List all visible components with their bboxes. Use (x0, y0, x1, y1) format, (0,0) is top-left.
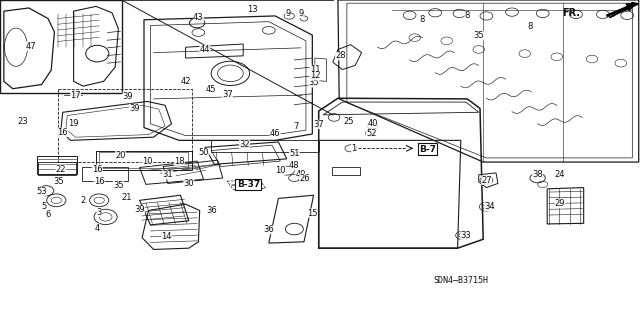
Text: 23: 23 (18, 117, 28, 126)
Text: 17: 17 (70, 91, 81, 100)
Text: 35: 35 (474, 31, 484, 40)
Text: 16: 16 (94, 177, 104, 186)
Text: 3: 3 (97, 208, 102, 217)
Text: 42: 42 (180, 77, 191, 86)
Text: 40: 40 (367, 119, 378, 128)
Text: 35: 35 (308, 78, 319, 87)
Bar (58, 89, 192, 162)
Bar (37, 156, 77, 174)
Text: B-37: B-37 (237, 180, 260, 189)
Text: 10: 10 (275, 166, 285, 175)
Text: 18: 18 (174, 157, 184, 166)
Text: 39: 39 (123, 92, 133, 101)
Bar (38, 162, 76, 175)
Polygon shape (609, 3, 639, 18)
Text: 27: 27 (481, 176, 492, 185)
Text: 8: 8 (527, 22, 532, 31)
Text: 8: 8 (465, 11, 470, 20)
Text: 48: 48 (289, 161, 300, 170)
Text: 29: 29 (555, 199, 565, 208)
Text: 16: 16 (58, 128, 68, 137)
Bar (332, 167, 360, 175)
Text: 39: 39 (134, 205, 145, 214)
Text: 53: 53 (36, 187, 47, 196)
Text: 24: 24 (555, 170, 565, 179)
Text: 16: 16 (92, 165, 102, 174)
Text: 20: 20 (115, 151, 125, 160)
Text: FR.: FR. (562, 8, 580, 19)
Text: 8: 8 (420, 15, 425, 24)
Text: 11: 11 (310, 65, 320, 74)
Text: 15: 15 (307, 209, 317, 218)
Text: 4: 4 (95, 224, 100, 233)
Text: 43: 43 (193, 13, 204, 22)
Text: 46: 46 (270, 129, 280, 138)
Bar (0, 0, 122, 93)
Text: 12: 12 (310, 71, 320, 80)
Text: 19: 19 (68, 119, 79, 128)
Text: 49: 49 (296, 170, 306, 179)
Text: 22: 22 (56, 165, 66, 174)
Text: SDN4–B3715H: SDN4–B3715H (433, 276, 488, 285)
Bar (99, 152, 188, 168)
Text: 45: 45 (206, 85, 216, 94)
Text: 9: 9 (285, 9, 291, 18)
Text: 38: 38 (532, 170, 543, 179)
Text: 36: 36 (264, 225, 274, 234)
Text: 44: 44 (200, 45, 210, 54)
Text: 47: 47 (26, 42, 36, 51)
Text: 21: 21 (122, 193, 132, 202)
Bar (82, 167, 128, 181)
Text: 51: 51 (289, 149, 300, 158)
Text: 10: 10 (142, 157, 152, 166)
Text: 30: 30 (184, 179, 194, 188)
Bar (211, 140, 319, 152)
Text: 39: 39 (129, 104, 140, 113)
Text: 37: 37 (222, 90, 232, 99)
Text: 37: 37 (314, 120, 324, 129)
Text: 5: 5 (41, 202, 46, 211)
Text: B-7: B-7 (419, 145, 436, 154)
Text: 2: 2 (81, 197, 86, 205)
Text: 36: 36 (206, 206, 216, 215)
Text: 35: 35 (113, 181, 124, 189)
Text: 6: 6 (45, 210, 51, 219)
Text: 50: 50 (198, 148, 209, 157)
Text: 31: 31 (163, 170, 173, 179)
Text: 35: 35 (54, 177, 64, 186)
Text: 25: 25 (344, 117, 354, 126)
Text: 52: 52 (366, 129, 376, 138)
Bar (96, 151, 192, 170)
Text: 9: 9 (298, 9, 303, 18)
Text: 28: 28 (335, 51, 346, 60)
Text: 26: 26 (300, 174, 310, 182)
Text: 33: 33 (461, 231, 471, 240)
Text: 7: 7 (293, 122, 298, 130)
Text: 13: 13 (248, 5, 258, 14)
Text: 1: 1 (351, 144, 356, 153)
Text: 34: 34 (484, 202, 495, 211)
Text: 32: 32 (239, 140, 250, 149)
Text: 14: 14 (161, 232, 172, 241)
